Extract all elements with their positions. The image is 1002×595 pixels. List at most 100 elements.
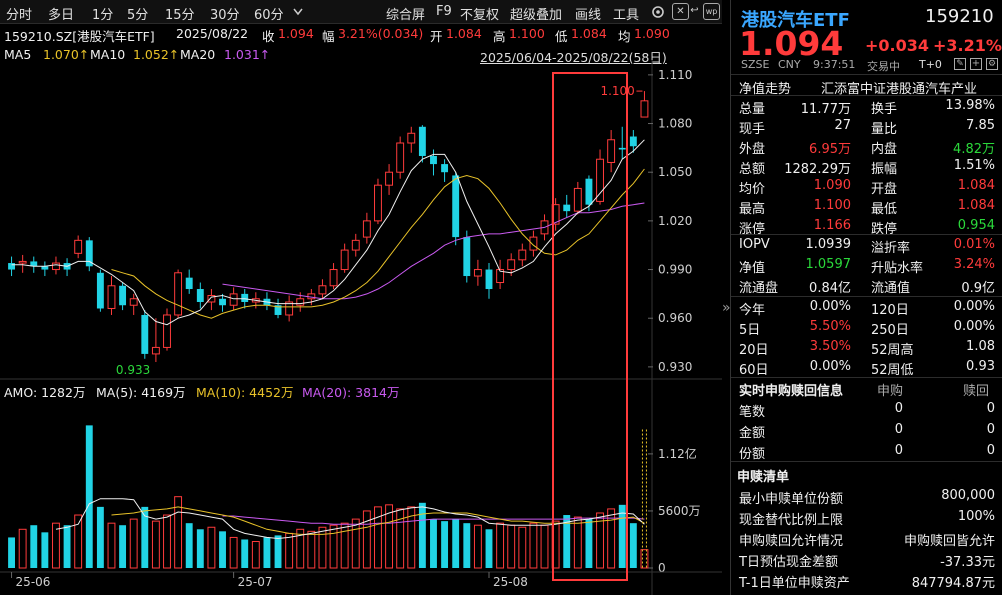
list-item: 60日 0.00% 52周低 0.93 <box>731 357 1002 378</box>
composite-screen-button[interactable]: 综合屏 <box>386 8 426 23</box>
candle-body <box>96 272 104 309</box>
candle-body <box>430 155 437 165</box>
volume-bar <box>596 512 604 569</box>
super-overlay-button[interactable]: 超级叠加 <box>510 8 563 23</box>
candle-body <box>518 249 527 261</box>
row-label-2: 52周低 <box>871 363 914 378</box>
tab-60min[interactable]: 60分 <box>254 8 284 23</box>
volume-bar <box>518 526 527 569</box>
candle-body <box>596 158 604 202</box>
f9-button[interactable]: F9 <box>436 4 452 19</box>
volume-bar <box>163 514 171 569</box>
nav-trend-row[interactable]: 净值走势 汇添富中证港股通汽车产业 <box>731 76 1002 97</box>
tab-1min[interactable]: 1分 <box>92 8 114 23</box>
row-value: 1.0939 <box>805 237 852 252</box>
add-icon[interactable]: + <box>970 58 982 70</box>
amo-value: AMO: 1282万 <box>4 385 86 400</box>
volume-bar <box>85 425 93 568</box>
volume-bar <box>274 535 282 568</box>
tools-button[interactable]: 工具 <box>613 8 640 23</box>
volume-bar <box>296 528 305 569</box>
volume-bar <box>285 532 294 569</box>
row-label-2: 开盘 <box>871 182 898 197</box>
candle-body <box>41 266 49 270</box>
tab-5min[interactable]: 5分 <box>127 8 149 23</box>
row-value: -37.33元 <box>940 555 995 570</box>
edit-icon[interactable]: ✎ <box>954 58 966 70</box>
ma5-label: MA5 <box>4 47 32 62</box>
draw-line-button[interactable]: 画线 <box>575 8 602 23</box>
row-label: T日预估现金差额 <box>739 555 838 570</box>
vol-ma20-line <box>222 515 645 525</box>
volume-bar <box>540 524 549 569</box>
change-label: 幅 <box>322 29 335 44</box>
chevron-down-icon[interactable] <box>293 8 303 16</box>
row-value: 3.50% <box>809 339 851 354</box>
candle-body <box>119 285 127 306</box>
close-icon[interactable]: ✕ <box>672 3 689 20</box>
t0-badge: T+0 <box>919 58 942 71</box>
volume-bar <box>351 518 360 569</box>
tab-multi-day[interactable]: 多日 <box>48 8 75 23</box>
candle-body <box>285 301 294 316</box>
high-annotation: 1.100 <box>600 84 634 98</box>
row-value-2: 7.85 <box>966 118 995 133</box>
subscription-value: 0 <box>894 443 903 458</box>
trade-status: 交易中 <box>867 60 900 73</box>
tab-intraday[interactable]: 分时 <box>6 8 33 23</box>
candle-body <box>607 139 616 163</box>
nav-trend-label[interactable]: 净值走势 <box>739 82 792 97</box>
tab-30min[interactable]: 30分 <box>210 8 240 23</box>
wp-icon[interactable]: wp <box>703 3 720 20</box>
volume-bar <box>340 522 349 569</box>
no-adjust-button[interactable]: 不复权 <box>460 8 500 23</box>
candle-body <box>296 298 305 306</box>
volume-bar <box>362 510 371 569</box>
list-header: 申赎清单 <box>731 464 1002 485</box>
row-value: 1.0597 <box>805 257 852 272</box>
candle-body <box>441 164 449 173</box>
candle-body <box>151 346 160 355</box>
candle-body <box>318 285 327 295</box>
volume-bar <box>251 541 260 569</box>
row-label: 60日 <box>739 363 769 378</box>
row-value-2: 0.01% <box>953 237 995 252</box>
highlight-box <box>552 72 628 581</box>
kline-chart[interactable]: 1.110 1.080 1.050 1.020 0.990 0.960 0.930 1.12亿… <box>0 60 722 595</box>
subscription-header: 实时申购赎回信息 申购 赎回 <box>731 378 1002 399</box>
row-value: 0.84亿 <box>809 281 851 296</box>
row-label: 外盘 <box>739 142 766 157</box>
candle-body <box>30 261 38 267</box>
volume-bar <box>441 521 449 568</box>
volume-bar <box>496 522 505 569</box>
volume-bar <box>485 529 493 568</box>
volume-bar <box>463 523 471 568</box>
market-label: SZSE <box>741 58 770 71</box>
x-tick-label: 25-07 <box>238 575 273 589</box>
tab-15min[interactable]: 15分 <box>165 8 195 23</box>
row-label: 今年 <box>739 303 766 318</box>
candle-body <box>563 204 571 212</box>
collapse-panel-icon[interactable]: » <box>722 300 731 316</box>
vol-ma5-line <box>55 498 645 540</box>
candle-body <box>174 272 183 316</box>
list-item: 涨停 1.166 跌停 0.954 <box>731 216 1002 237</box>
right-quote-panel: 港股汽车ETF 159210 1.094 +0.034 +3.21% SZSE … <box>730 0 1002 595</box>
volume-bar <box>473 524 482 569</box>
volume-bar <box>529 522 538 569</box>
date-range[interactable]: 2025/06/04-2025/08/22(58日) <box>480 50 667 65</box>
change-value: 3.21%(0.034) <box>338 26 424 41</box>
gear-icon[interactable] <box>650 4 666 20</box>
back-icon[interactable]: ↩ <box>690 5 699 16</box>
settings-icon[interactable]: ⚙ <box>986 58 998 70</box>
redemption-value: 0 <box>986 443 995 458</box>
list-item: 现金替代比例上限 100% <box>731 507 1002 528</box>
row-value: 0.00% <box>809 359 851 374</box>
fund-code: 159210 <box>925 6 994 27</box>
period-toolbar: 分时 多日 1分 5分 15分 30分 60分 综合屏 F9 不复权 超级叠加 … <box>0 0 722 24</box>
ma10-value: 1.052↑ <box>133 47 180 62</box>
candle-body <box>418 126 426 156</box>
row-value-2: 1.51% <box>953 158 995 173</box>
candle-body <box>196 289 204 302</box>
candle-body <box>407 132 416 144</box>
